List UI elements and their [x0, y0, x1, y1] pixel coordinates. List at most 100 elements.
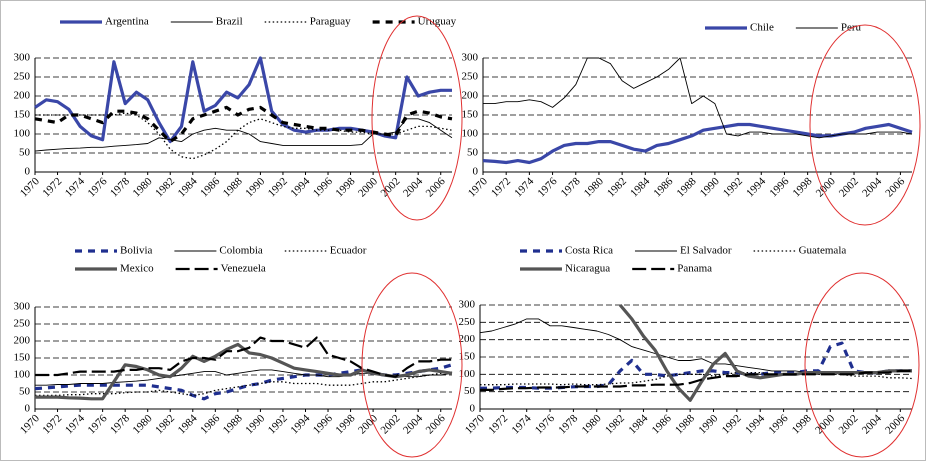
x-tick-label: 1992	[266, 175, 290, 199]
legend-label: Ecuador	[330, 245, 367, 257]
x-tick-label: 1998	[790, 412, 814, 436]
x-tick-label: 2004	[401, 412, 425, 436]
x-tick-label: 1972	[40, 412, 64, 436]
x-tick-label: 1992	[721, 175, 745, 199]
y-tick-label: 200	[14, 90, 31, 102]
x-tick-label: 1980	[131, 412, 155, 436]
series-line	[34, 118, 453, 152]
legend-label: Paraguay	[310, 16, 351, 28]
x-tick-label: 1978	[556, 412, 580, 436]
y-tick-label: 250	[462, 71, 479, 83]
x-tick-label: 1988	[675, 175, 699, 199]
x-tick-label: 1994	[743, 412, 767, 436]
x-tick-label: 1974	[512, 175, 536, 199]
series-line	[480, 369, 912, 391]
legend-label: Nicaragua	[565, 263, 610, 275]
legend-label: Peru	[841, 22, 862, 34]
y-tick-label: 200	[14, 335, 31, 347]
x-tick-label: 2006	[883, 412, 907, 436]
legend-label: Argentina	[105, 16, 149, 28]
x-tick-label: 1970	[18, 412, 42, 436]
y-tick-label: 0	[25, 166, 31, 178]
x-tick-label: 1998	[791, 175, 815, 199]
series-line	[482, 122, 913, 165]
x-tick-label: 1980	[131, 175, 155, 199]
x-tick-label: 1978	[108, 175, 132, 199]
x-tick-label: 1996	[311, 412, 335, 436]
x-tick-label: 1974	[63, 175, 87, 199]
x-tick-label: 1984	[176, 412, 200, 436]
legend-label: El Salvador	[680, 245, 732, 257]
x-tick-label: 2006	[424, 175, 448, 199]
x-tick-label: 2000	[356, 175, 380, 199]
x-tick-label: 1986	[198, 412, 222, 436]
y-tick-label: 150	[14, 109, 31, 121]
y-tick-label: 100	[459, 368, 476, 380]
y-tick-label: 150	[14, 352, 31, 364]
series-line	[480, 371, 913, 386]
x-tick-label: 1996	[767, 175, 791, 199]
y-tick-label: 250	[459, 316, 476, 328]
x-tick-label: 1998	[333, 175, 357, 199]
x-tick-label: 2004	[401, 175, 425, 199]
x-tick-label: 1994	[744, 175, 768, 199]
y-tick-label: 50	[19, 386, 31, 398]
x-tick-label: 1990	[243, 412, 267, 436]
legend-label: Colombia	[219, 245, 263, 257]
x-tick-label: 1980	[582, 175, 606, 199]
y-tick-label: 200	[462, 90, 479, 102]
x-tick-label: 2006	[424, 412, 448, 436]
x-tick-label: 1976	[533, 412, 557, 436]
legend-label: Costa Rica	[565, 245, 613, 257]
x-tick-label: 1990	[696, 412, 720, 436]
y-tick-label: 50	[19, 147, 31, 159]
highlight-ellipse	[371, 15, 463, 221]
x-tick-label: 1982	[605, 175, 629, 199]
x-tick-label: 1984	[626, 412, 650, 436]
y-tick-label: 150	[459, 351, 476, 363]
x-tick-label: 1996	[766, 412, 790, 436]
x-tick-label: 1976	[85, 412, 109, 436]
x-tick-label: 1998	[333, 412, 357, 436]
x-tick-label: 1984	[176, 175, 200, 199]
x-tick-label: 1986	[198, 175, 222, 199]
x-tick-label: 1988	[221, 175, 245, 199]
x-tick-label: 1992	[266, 412, 290, 436]
x-tick-label: 2002	[837, 175, 861, 199]
x-tick-label: 1986	[651, 175, 675, 199]
legend-label: Mexico	[120, 263, 154, 275]
series-line	[35, 112, 453, 160]
x-tick-label: 1994	[288, 175, 312, 199]
y-tick-label: 100	[14, 128, 31, 140]
y-tick-label: 250	[14, 318, 31, 330]
x-tick-label: 1988	[221, 412, 245, 436]
y-tick-label: 50	[467, 147, 479, 159]
x-tick-label: 2004	[860, 412, 884, 436]
x-tick-label: 1982	[153, 412, 177, 436]
x-tick-label: 1976	[535, 175, 559, 199]
series-line	[483, 57, 913, 139]
y-tick-label: 150	[462, 109, 479, 121]
x-tick-label: 1974	[63, 412, 87, 436]
x-tick-label: 1972	[486, 412, 510, 436]
x-tick-label: 2002	[836, 412, 860, 436]
x-tick-label: 1990	[243, 175, 267, 199]
x-tick-label: 2000	[813, 412, 837, 436]
legend-label: Venezuela	[221, 263, 266, 275]
y-tick-label: 0	[25, 403, 31, 415]
series-line	[34, 363, 453, 401]
x-tick-label: 1976	[85, 175, 109, 199]
legend-label: Bolivia	[120, 245, 153, 257]
x-tick-label: 2002	[379, 412, 403, 436]
legend-label: Guatemala	[799, 245, 847, 257]
y-tick-label: 50	[464, 385, 476, 397]
legend-label: Panama	[677, 263, 712, 275]
x-tick-label: 1986	[650, 412, 674, 436]
y-tick-label: 0	[473, 166, 479, 178]
y-tick-label: 300	[459, 299, 476, 311]
x-tick-label: 1978	[559, 175, 583, 199]
highlight-ellipse	[809, 24, 921, 226]
highlight-ellipse	[804, 272, 920, 458]
